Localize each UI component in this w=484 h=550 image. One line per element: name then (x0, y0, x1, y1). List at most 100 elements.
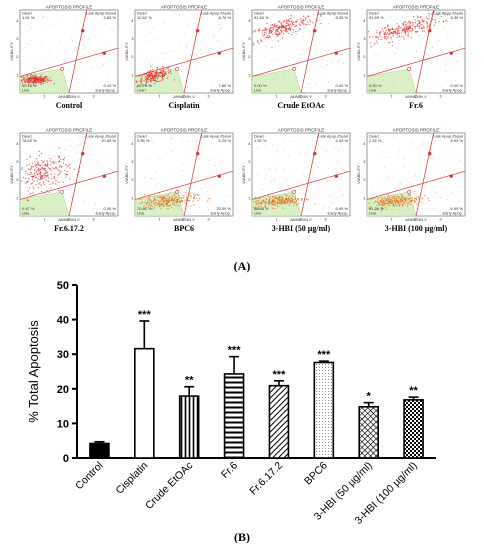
event-point (140, 77, 142, 80)
event-point (444, 70, 446, 72)
gate-line-vertical (300, 9, 319, 94)
event-point (69, 178, 71, 180)
event-point (339, 52, 341, 54)
quadrant-dead-label: Dead (254, 11, 264, 16)
event-point (287, 24, 290, 26)
event-point (213, 36, 215, 37)
event-point (35, 76, 37, 78)
event-point (141, 84, 144, 87)
event-point (103, 207, 105, 209)
event-point (20, 76, 23, 78)
event-point (37, 162, 39, 164)
event-point (157, 196, 159, 198)
event-point (38, 183, 40, 185)
event-point (404, 198, 406, 200)
event-point (29, 76, 32, 79)
x-axis-title: ANNEXIN V (173, 217, 195, 222)
event-point (294, 25, 296, 28)
event-point (84, 142, 86, 144)
event-point (387, 200, 389, 202)
quadrant-dead-label: Dead (369, 11, 379, 16)
event-point (34, 75, 36, 77)
event-point (286, 194, 288, 197)
gate-marker (217, 174, 221, 178)
event-point (207, 27, 209, 28)
event-point (256, 147, 258, 148)
event-point (403, 158, 404, 160)
event-point (143, 193, 146, 196)
event-point (166, 205, 168, 207)
event-point (281, 198, 283, 200)
event-point (318, 147, 319, 149)
event-point (373, 53, 375, 55)
event-point (396, 36, 398, 39)
gate-marker (334, 51, 338, 55)
event-point (388, 195, 390, 197)
event-point (290, 14, 292, 17)
event-point (150, 177, 152, 179)
event-point (199, 188, 201, 190)
event-point (270, 22, 272, 24)
event-point (402, 198, 404, 201)
gate-line-horizontal (366, 170, 466, 200)
quadrant-dead-value: 10.62 % (137, 15, 152, 20)
event-point (66, 174, 69, 176)
event-point (106, 181, 108, 183)
event-point (316, 68, 318, 70)
event-point (30, 138, 32, 140)
event-point (312, 14, 314, 16)
event-point (84, 143, 86, 145)
event-point (108, 41, 110, 43)
event-point (302, 20, 303, 22)
event-point (418, 196, 420, 198)
event-point (398, 205, 401, 207)
category-label: Control (73, 460, 105, 492)
event-point (376, 30, 378, 32)
event-point (391, 28, 394, 31)
significance-marker: ** (409, 385, 418, 397)
event-point (207, 197, 210, 200)
event-point (43, 160, 46, 162)
event-point (135, 80, 137, 83)
gate-marker (449, 51, 453, 55)
event-point (187, 200, 190, 202)
event-point (368, 207, 370, 209)
event-point (269, 202, 271, 204)
x-axis-title: ANNEXIN V (290, 94, 312, 99)
event-point (263, 34, 266, 36)
event-point (61, 207, 63, 209)
event-point (376, 204, 378, 207)
event-point (159, 75, 162, 77)
event-point (199, 207, 201, 208)
x-tick-label: 3 (207, 217, 210, 222)
event-point (400, 199, 402, 201)
event-point (182, 197, 184, 199)
event-point (162, 203, 164, 205)
event-point (27, 174, 29, 176)
event-point (226, 68, 228, 70)
event-point (290, 197, 292, 199)
event-point (171, 195, 173, 197)
event-point (283, 25, 285, 28)
event-point (279, 196, 282, 198)
event-point (47, 180, 50, 182)
event-point (396, 28, 398, 30)
event-point (260, 201, 262, 204)
event-point (79, 52, 81, 54)
event-point (92, 209, 94, 211)
event-point (213, 53, 214, 54)
event-point (150, 71, 152, 74)
event-point (377, 198, 379, 200)
event-point (391, 41, 393, 43)
event-point (24, 182, 26, 184)
event-point (156, 74, 159, 76)
quadrant-live-label: Live (254, 88, 262, 93)
y-tick-label: 30 (57, 349, 69, 361)
quadrant-early-label: Early Apop. (328, 211, 348, 216)
event-point (395, 204, 398, 207)
event-point (407, 32, 409, 34)
event-point (54, 178, 56, 180)
event-point (39, 77, 41, 80)
event-point (158, 80, 160, 83)
